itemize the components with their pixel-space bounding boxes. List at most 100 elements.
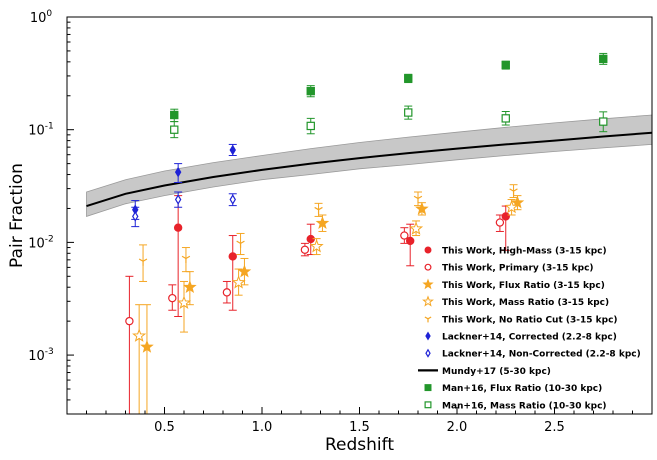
data-point [400,227,409,244]
marker-tri-arm [417,195,423,200]
marker-circle-filled [173,223,183,232]
marker-square-filled [306,86,315,96]
x-tick-label: 0.5 [154,420,175,435]
data-point [222,280,232,304]
data-point [408,220,424,237]
marker-circle-filled [406,236,415,246]
data-point [228,235,237,311]
data-point [236,232,245,256]
marker-circle-filled [228,252,237,261]
marker-star-open [504,199,519,214]
marker-tri-arm [181,255,187,259]
legend-label: This Work, High-Mass (3-15 kpc) [442,247,607,257]
marker-diamond-open [425,348,431,358]
y-tick-exponent: -2 [45,234,54,244]
legend-entry: Lackner+14, Corrected (2.2-8 kpc) [425,331,617,343]
data-point [501,60,510,70]
y-axis-title: Pair Fraction [7,163,27,268]
data-point [170,108,179,123]
marker-square-filled [404,74,413,83]
data-point [173,195,183,317]
marker-tri-arm [314,206,319,211]
marker-tri-arm [427,316,432,320]
legend-entry: This Work, Flux Ratio (3-15 kpc) [422,278,605,291]
legend-label: Lackner+14, Non-Corrected (2.2-8 kpc) [442,350,641,360]
marker-diamond-open [229,194,236,205]
data-point [406,223,415,267]
marker-tri-arm [240,240,245,244]
y-tick-base: 10 [28,349,45,364]
marker-star-open [309,239,324,253]
y-tick-exponent: -1 [45,122,54,132]
legend: This Work, High-Mass (3-15 kpc) This Work… [418,247,641,411]
marker-square-open [170,125,179,134]
legend-entry: This Work, Primary (3-15 kpc) [424,263,594,274]
x-tick-label: 2.5 [544,420,565,435]
data-point [504,199,519,216]
legend-label: This Work, No Ratio Cut (3-15 kpc) [442,315,618,325]
mundy-line-layer [86,131,653,208]
data-point [228,193,237,207]
data-point [413,191,423,207]
marker-diamond-open [132,211,139,222]
y-tick-label: 100 [30,9,53,26]
data-point [501,111,510,126]
marker-tri-arm [509,188,514,192]
y-tick-label: 10-1 [28,122,54,139]
data-point [314,202,323,217]
marker-square-open [599,117,608,126]
marker-star-filled [315,216,330,229]
x-tick-label: 1.0 [252,420,273,435]
data-point [138,244,148,282]
marker-star-open [231,275,246,289]
marker-star-open [132,328,147,342]
marker-circle-open [222,288,232,297]
marker-tri-arm [513,188,518,192]
legend-label: Mundy+17 (5-30 kpc) [442,367,551,377]
marker-tri-arm [318,206,323,211]
marker-star-open [408,221,424,235]
data-point [599,111,608,133]
data-point [306,117,315,135]
marker-square-open [501,114,510,123]
x-axis-title: Redshift [325,435,394,455]
data-points-layer [125,52,608,415]
marker-tri-arm [424,316,429,320]
data-point [131,206,140,228]
data-point [125,275,134,415]
legend-label: Man+16, Mass Ratio (10-30 kpc) [442,401,607,411]
marker-star-filled [237,264,252,278]
marker-star-open [422,295,434,307]
data-point [132,304,147,415]
marker-star-filled [140,339,154,353]
y-tick-base: 10 [28,124,45,139]
marker-circle-open [424,263,432,271]
legend-entry: Man+16, Mass Ratio (10-30 kpc) [424,401,607,411]
data-point [181,247,191,273]
marker-tri-arm [142,258,148,262]
y-tick-label: 10-2 [28,234,54,251]
data-point [501,205,510,251]
marker-diamond-open [174,194,182,205]
y-tick-label: 10-3 [28,347,54,364]
mundy-line [86,131,653,208]
data-point [174,163,183,183]
marker-square-open [404,108,413,117]
legend-entry: This Work, No Ratio Cut (3-15 kpc) [424,315,618,325]
marker-star-open [176,295,192,309]
y-tick-base: 10 [30,11,47,26]
data-point [183,271,197,306]
data-point [306,85,315,98]
data-point [495,214,505,232]
data-point [315,214,330,232]
data-point [509,184,518,199]
x-tick-label: 2.0 [447,420,468,435]
marker-diamond-filled [174,166,182,178]
marker-star-filled [183,280,197,294]
data-point [599,52,608,65]
legend-entry: Man+16, Flux Ratio (10-30 kpc) [424,384,602,394]
marker-square-open [424,401,432,409]
marker-star-filled [415,201,429,215]
